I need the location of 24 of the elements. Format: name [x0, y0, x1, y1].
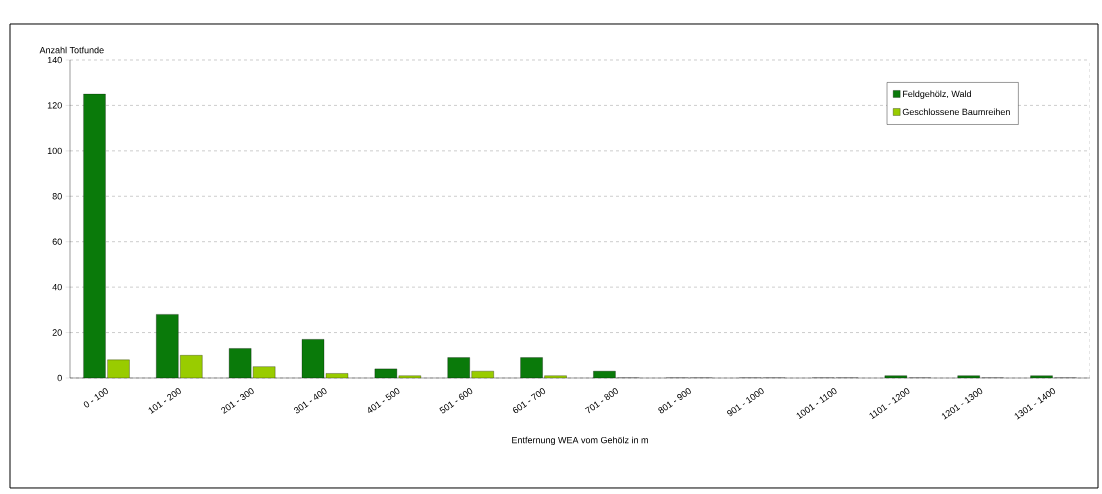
x-tick-label: 301 - 400	[294, 388, 327, 414]
bar	[83, 94, 106, 378]
y-axis-title: Anzahl Totfunde	[39, 46, 104, 54]
x-tick-label: 0 - 100	[83, 388, 108, 408]
x-tick-label: 201 - 300	[221, 388, 254, 414]
x-tick-label: 401 - 500	[368, 388, 400, 413]
x-tick-label: 1001 - 1100	[796, 388, 837, 420]
x-tick-label: 801 - 900	[658, 388, 691, 414]
x-tick-label: 701 - 800	[584, 388, 618, 414]
y-tick-label: 20	[52, 329, 62, 336]
x-axis-title: Entfernung WEA vom Gehölz in m	[512, 436, 648, 446]
y-tick-label: 40	[52, 283, 62, 291]
x-tick-label: 501 - 600	[439, 388, 473, 414]
y-tick-label: 140	[47, 56, 62, 64]
x-tick-label: 101 - 200	[148, 388, 181, 414]
legend-label: Geschlossene Baumreihen	[902, 108, 1010, 116]
y-tick-label: 60	[52, 238, 62, 245]
y-tick-label: 0	[57, 374, 62, 382]
bar	[156, 314, 179, 378]
x-tick-label: 601 - 700	[512, 388, 546, 414]
legend-label: Feldgehölz, Wald	[903, 90, 971, 99]
y-tick-label: 100	[47, 147, 62, 155]
y-tick-label: 120	[47, 102, 62, 109]
y-tick-label: 80	[52, 193, 62, 200]
